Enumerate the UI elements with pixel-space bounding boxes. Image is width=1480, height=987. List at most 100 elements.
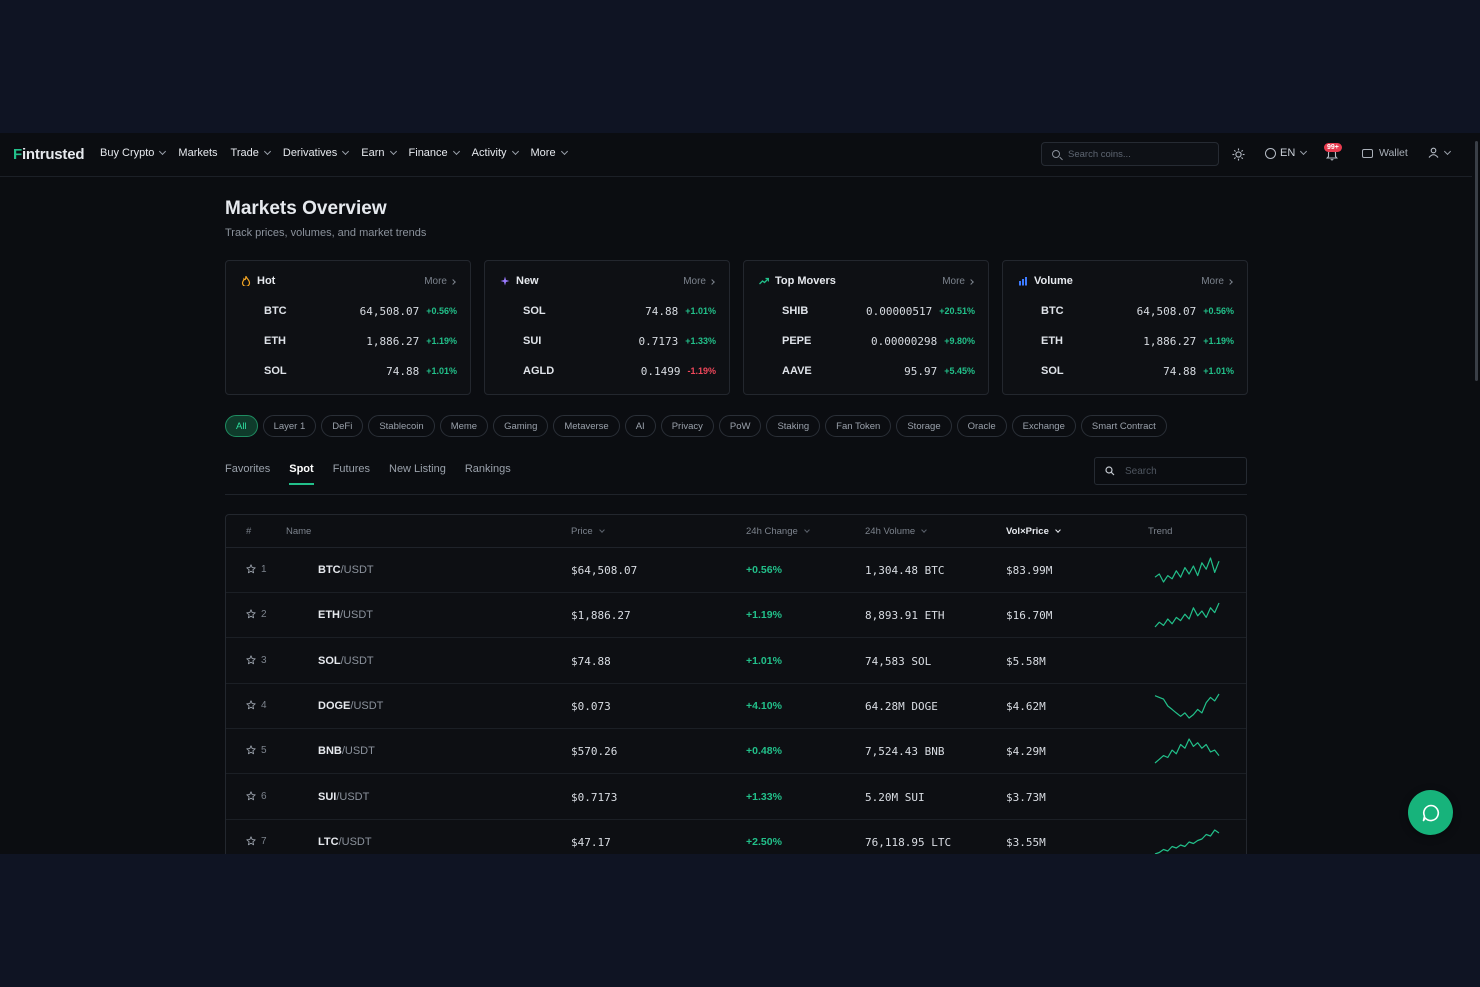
chip-layer-1[interactable]: Layer 1 [262,415,317,437]
table-row[interactable]: 7 LTC/USDT $47.17 +2.50% 76,118.95 LTC $… [226,820,1246,854]
nav-item-earn[interactable]: Earn [361,147,397,159]
favorite-star-icon[interactable] [246,564,256,574]
trend-line [1154,693,1220,719]
support-chat-button[interactable] [1408,790,1453,835]
card-more-link[interactable]: More [683,276,715,287]
header-name: Name [286,526,312,537]
logo[interactable]: Fintrusted [13,146,85,163]
user-menu[interactable] [1428,147,1452,158]
chip-metaverse[interactable]: Metaverse [553,415,620,437]
nav-item-more[interactable]: More [531,147,568,159]
chip-ai[interactable]: AI [624,415,656,437]
header-price[interactable]: Price [571,526,605,537]
nav-item-derivatives[interactable]: Derivatives [283,147,350,159]
language-selector[interactable]: EN [1265,147,1308,159]
trading-pair[interactable]: LTC/USDT [318,836,372,848]
chip-pow[interactable]: PoW [718,415,762,437]
favorite-star-icon[interactable] [246,790,256,801]
coin-change: +1.01% [1203,366,1234,376]
card-new: New More SOL 74.88 +1.01% SUI 0.7173 +1.33% AGLD… [484,260,730,395]
chip-stablecoin[interactable]: Stablecoin [368,415,435,437]
table-row[interactable]: 5 BNB/USDT $570.26 +0.48% 7,524.43 BNB $… [226,729,1246,775]
card-row-sol[interactable]: SOL 74.88 +1.01% [264,363,457,379]
trading-pair[interactable]: BNB/USDT [318,745,375,757]
header-vol-price[interactable]: Vol×Price [1006,526,1061,537]
notification-badge: 99+ [1324,143,1342,152]
language-label: EN [1280,147,1296,159]
chip-all[interactable]: All [225,415,258,437]
chip-privacy[interactable]: Privacy [660,415,714,437]
card-row-sol[interactable]: SOL 74.88 +1.01% [523,303,716,319]
card-row-eth[interactable]: ETH 1,886.27 +1.19% [1041,333,1234,349]
favorite-star-icon[interactable] [246,836,256,846]
coin-change: +5.45% [944,366,975,376]
tab-futures[interactable]: Futures [332,463,370,475]
tab-new-listing[interactable]: New Listing [389,463,446,475]
sparkle-icon [500,276,510,286]
coin-price: 74.88 [1163,364,1197,378]
trading-pair[interactable]: SOL/USDT [318,655,374,667]
coin-symbol: BTC [1041,305,1064,317]
trading-pair[interactable]: ETH/USDT [318,609,373,621]
card-row-sol[interactable]: SOL 74.88 +1.01% [1041,363,1234,379]
header-change[interactable]: 24h Change [746,526,810,537]
chip-staking[interactable]: Staking [766,415,821,437]
more-label: More [942,276,965,287]
nav-item-finance[interactable]: Finance [409,147,460,159]
nav-item-markets[interactable]: Markets [178,147,217,159]
favorite-star-icon[interactable] [246,654,256,665]
tab-rankings[interactable]: Rankings [464,463,511,475]
trading-pair[interactable]: BTC/USDT [318,564,374,576]
card-row-eth[interactable]: ETH 1,886.27 +1.19% [264,333,457,349]
card-row-btc[interactable]: BTC 64,508.07 +0.56% [264,303,457,319]
chip-oracle[interactable]: Oracle [956,415,1007,437]
favorite-star-icon[interactable] [246,700,256,710]
pair-quote: /USDT [338,835,372,848]
tab-favorites[interactable]: Favorites [225,463,271,475]
card-more-link[interactable]: More [942,276,974,287]
nav-item-buy-crypto[interactable]: Buy Crypto [100,147,167,159]
table-row[interactable]: 3 SOL/USDT $74.88 +1.01% 74,583 SOL $5.5… [226,639,1246,684]
chip-defi[interactable]: DeFi [321,415,364,437]
chip-exchange[interactable]: Exchange [1011,415,1076,437]
page-subtitle: Track prices, volumes, and market trends [225,227,427,239]
card-row-shib[interactable]: SHIB 0.00000517 +20.51% [782,303,975,319]
nav-item-trade[interactable]: Trade [231,147,271,159]
chip-storage[interactable]: Storage [896,415,952,437]
coin-search-input[interactable]: Search coins... [1041,142,1219,166]
table-row[interactable]: 6 SUI/USDT $0.7173 +1.33% 5.20M SUI $3.7… [226,775,1246,820]
card-row-aave[interactable]: AAVE 95.97 +5.45% [782,363,975,379]
table-row[interactable]: 2 ETH/USDT $1,886.27 +1.19% 8,893.91 ETH… [226,593,1246,639]
table-search-input[interactable]: Search [1094,457,1247,485]
row-change: +1.01% [746,654,782,667]
card-more-link[interactable]: More [424,276,456,287]
card-more-link[interactable]: More [1201,276,1233,287]
card-row-pepe[interactable]: PEPE 0.00000298 +9.80% [782,333,975,349]
card-row-sui[interactable]: SUI 0.7173 +1.33% [523,333,716,349]
page-title: Markets Overview [225,198,387,219]
row-price: $570.26 [571,745,618,759]
table-row[interactable]: 4 DOGE/USDT $0.073 +4.10% 64.28M DOGE $4… [226,684,1246,729]
nav-item-activity[interactable]: Activity [472,147,519,159]
chevron-right-icon [1227,278,1233,285]
pair-base: BTC [318,564,341,576]
chip-smart-contract[interactable]: Smart Contract [1080,415,1167,437]
chip-fan-token[interactable]: Fan Token [825,415,892,437]
tab-spot[interactable]: Spot [289,463,315,485]
chip-meme[interactable]: Meme [439,415,489,437]
trading-pair[interactable]: SUI/USDT [318,791,369,803]
chip-gaming[interactable]: Gaming [493,415,549,437]
favorite-star-icon[interactable] [246,745,256,755]
trend-line [1154,829,1220,854]
header-volume[interactable]: 24h Volume [865,526,928,537]
card-row-btc[interactable]: BTC 64,508.07 +0.56% [1041,303,1234,319]
trading-pair[interactable]: DOGE/USDT [318,700,383,712]
table-row[interactable]: 1 BTC/USDT $64,508.07 +0.56% 1,304.48 BT… [226,548,1246,593]
pair-quote: /USDT [340,609,373,622]
wallet-button[interactable]: Wallet [1362,147,1408,159]
category-filter-chips: All Layer 1 DeFi Stablecoin Meme Gaming Metave… [225,415,1167,437]
theme-toggle-icon[interactable] [1232,148,1245,161]
favorite-star-icon[interactable] [246,609,256,619]
card-row-agld[interactable]: AGLD 0.1499 -1.19% [523,363,716,379]
page-scrollbar[interactable] [1475,141,1478,381]
